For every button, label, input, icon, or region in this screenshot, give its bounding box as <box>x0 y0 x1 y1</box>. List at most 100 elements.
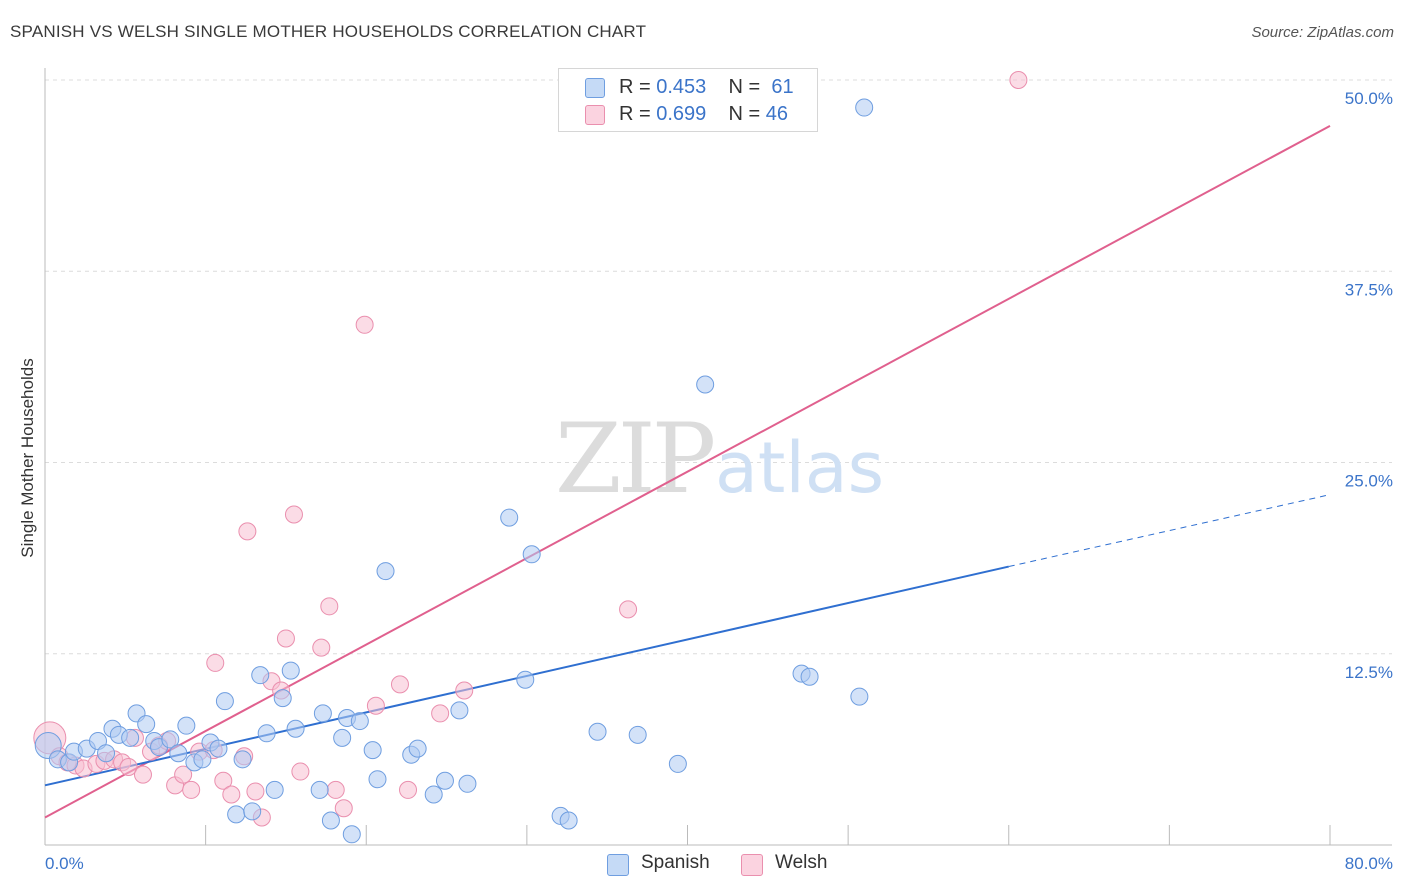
spanish-point <box>408 739 427 758</box>
y-tick-label: 50.0% <box>1345 89 1393 108</box>
spanish-point <box>313 704 332 723</box>
data-points <box>33 71 1028 844</box>
welsh-point <box>334 799 353 818</box>
x-tick-label-min: 0.0% <box>45 854 84 873</box>
watermark-atlas: atlas <box>715 427 884 509</box>
chart-title: SPANISH VS WELSH SINGLE MOTHER HOUSEHOLD… <box>10 22 647 41</box>
spanish-point <box>424 785 443 804</box>
spanish-point <box>522 545 541 564</box>
welsh-point <box>390 675 409 694</box>
spanish-point <box>177 716 196 735</box>
legend-r-spanish: 0.453 <box>656 76 707 98</box>
bottom-legend-label-spanish: Spanish <box>641 852 710 873</box>
chart-source: Source: ZipAtlas.com <box>1251 24 1394 41</box>
welsh-point <box>1009 71 1028 89</box>
spanish-point <box>368 770 387 789</box>
bottom-legend-label-welsh: Welsh <box>775 852 828 873</box>
spanish-point <box>500 508 519 527</box>
welsh-point <box>182 780 201 799</box>
spanish-point <box>161 730 180 749</box>
trend-line-spanish-extension <box>1008 494 1331 568</box>
spanish-point <box>333 728 352 747</box>
spanish-point <box>251 666 270 685</box>
welsh-point <box>246 782 265 801</box>
y-tick-label: 12.5% <box>1345 663 1393 682</box>
welsh-point <box>222 785 241 804</box>
spanish-point <box>281 661 300 680</box>
tick-labels: 12.5% 25.0% 37.5% 50.0% 0.0% 80.0% <box>45 89 1393 873</box>
bottom-legend-swatch-welsh <box>741 854 763 876</box>
welsh-point <box>326 780 345 799</box>
spanish-point <box>193 750 212 769</box>
spanish-point <box>588 722 607 741</box>
gridlines <box>45 79 1392 655</box>
welsh-point <box>206 653 225 672</box>
legend-r-welsh: 0.699 <box>656 103 707 125</box>
spanish-point <box>121 728 140 747</box>
axes <box>44 68 1392 846</box>
bottom-legend-swatch-spanish <box>607 854 629 876</box>
spanish-point <box>227 805 246 824</box>
legend-swatch-spanish <box>585 78 605 98</box>
spanish-point <box>137 715 156 734</box>
trend-line-welsh <box>44 125 1331 819</box>
legend-n-label: N = <box>728 76 761 98</box>
spanish-point <box>215 692 234 711</box>
welsh-point <box>174 765 193 784</box>
spanish-point <box>376 562 395 581</box>
spanish-point <box>800 667 819 686</box>
y-tick-label: 25.0% <box>1345 472 1393 491</box>
spanish-point <box>668 754 687 773</box>
legend-r-label: R = <box>619 76 651 98</box>
y-tick-label: 37.5% <box>1345 280 1393 299</box>
spanish-point <box>450 701 469 720</box>
spanish-point <box>458 774 477 793</box>
spanish-point <box>243 802 262 821</box>
welsh-point <box>455 681 474 700</box>
spanish-point <box>233 750 252 769</box>
stats-legend: R = 0.453 N = 61 R = 0.699 N = 46 <box>558 68 818 132</box>
legend-n-spanish: 61 <box>771 76 794 98</box>
trend-lines <box>44 125 1331 819</box>
spanish-point <box>169 744 188 763</box>
legend-swatch-welsh <box>585 105 605 125</box>
legend-n-welsh: 46 <box>765 103 789 125</box>
spanish-point <box>273 689 292 708</box>
spanish-point <box>855 98 874 117</box>
spanish-point <box>696 375 715 394</box>
welsh-point <box>366 696 385 715</box>
welsh-point <box>320 597 339 616</box>
watermark-zip: ZIP <box>555 403 714 515</box>
welsh-point <box>238 522 257 541</box>
spanish-point <box>286 719 305 738</box>
spanish-point <box>516 670 535 689</box>
welsh-point <box>214 771 233 790</box>
legend-n-label: N = <box>728 103 761 125</box>
spanish-point <box>350 712 369 731</box>
spanish-point <box>209 739 228 758</box>
welsh-point <box>119 757 138 776</box>
welsh-point <box>312 638 331 657</box>
spanish-point <box>342 825 361 844</box>
spanish-point <box>310 780 329 799</box>
welsh-point <box>399 780 418 799</box>
legend-r-label: R = <box>619 103 651 125</box>
welsh-point <box>291 762 310 781</box>
spanish-point <box>97 744 116 763</box>
spanish-point <box>628 725 647 744</box>
welsh-point <box>276 629 295 648</box>
spanish-point <box>850 687 869 706</box>
spanish-point <box>321 811 340 830</box>
welsh-point <box>355 315 374 334</box>
spanish-point <box>265 780 284 799</box>
x-tick-label-max: 80.0% <box>1345 854 1393 873</box>
spanish-point <box>257 724 276 743</box>
welsh-point <box>133 765 152 784</box>
welsh-point <box>284 505 303 524</box>
spanish-point <box>363 741 382 760</box>
welsh-point <box>431 704 450 723</box>
spanish-point <box>559 811 578 830</box>
spanish-point <box>435 771 454 790</box>
welsh-point <box>619 600 638 619</box>
